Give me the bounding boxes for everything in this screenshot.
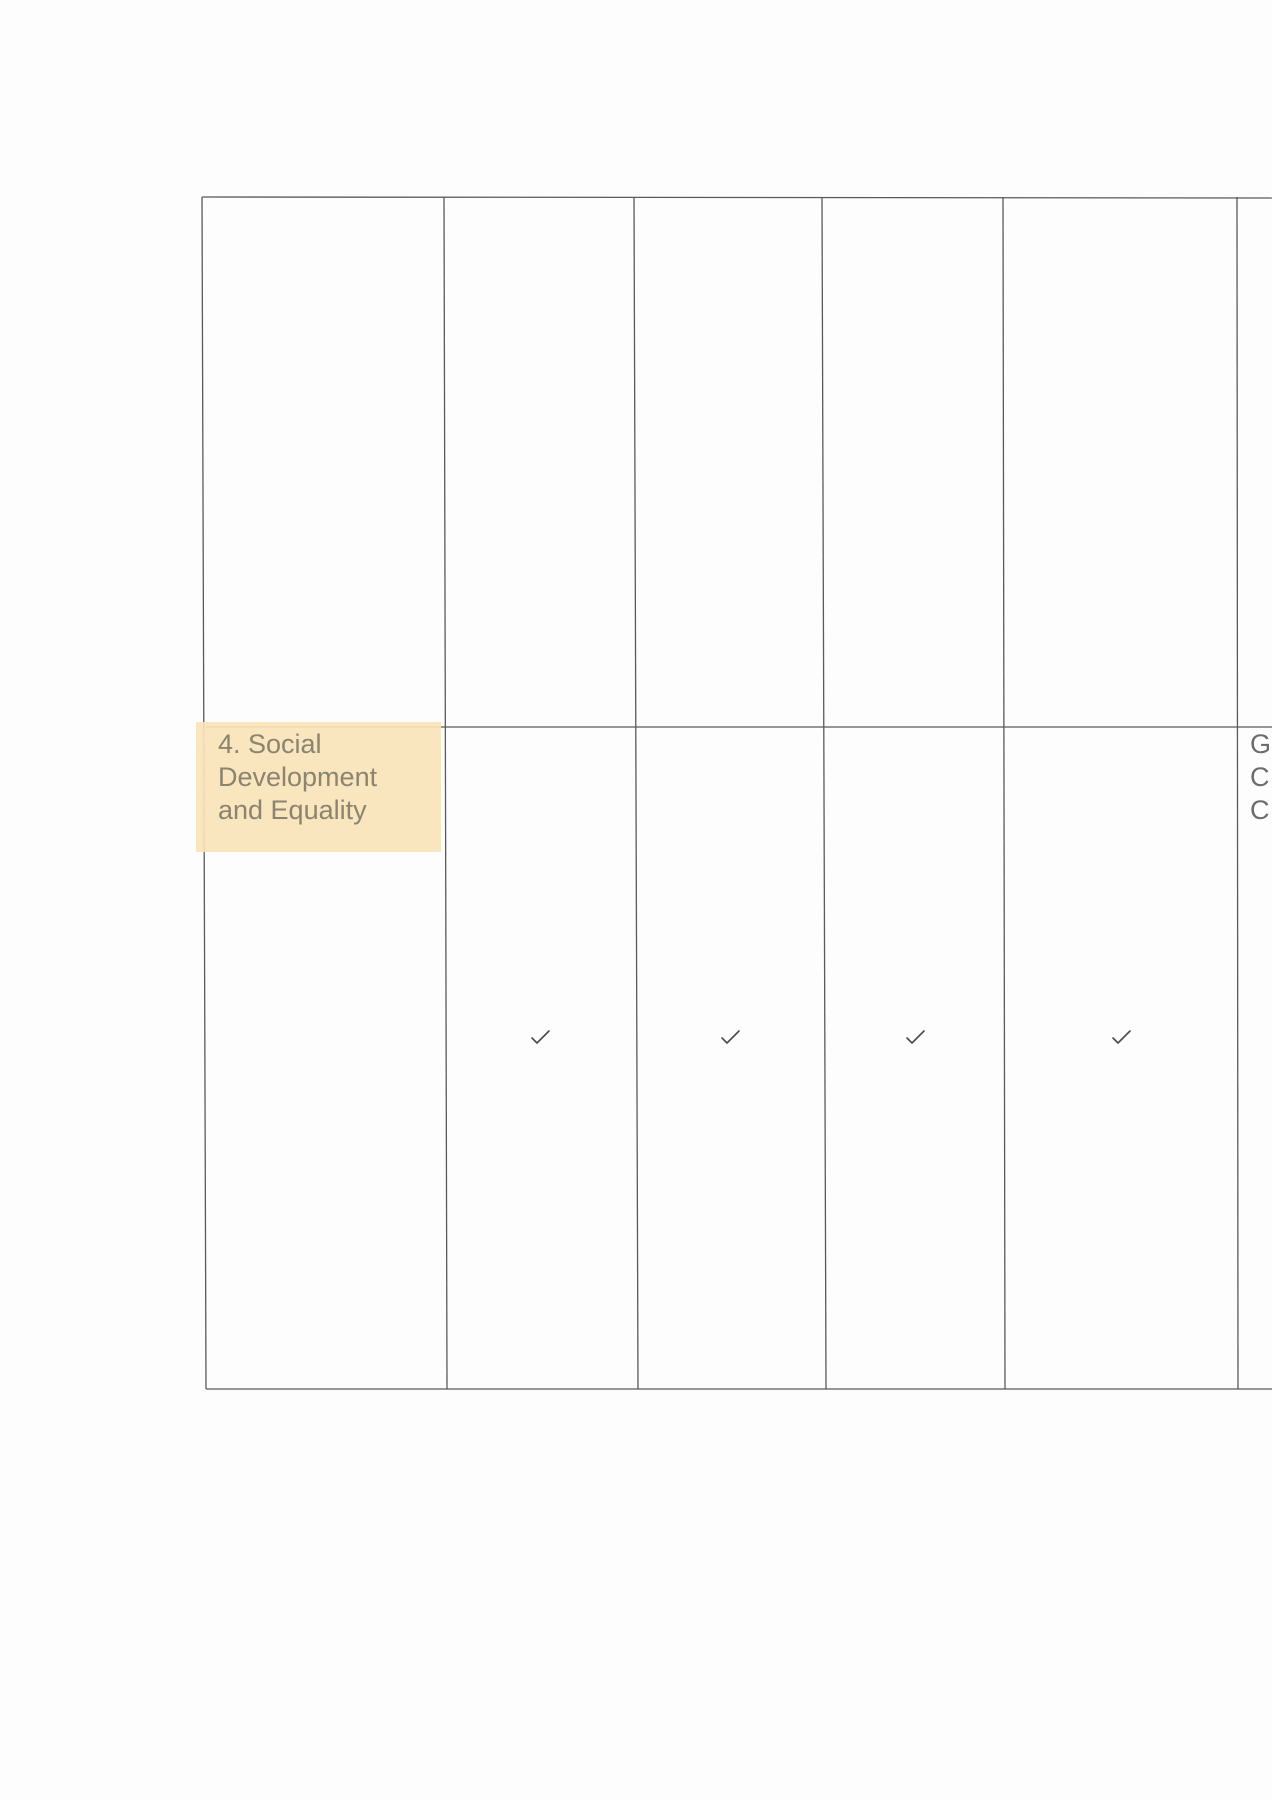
row-label-line-2: Development [218, 762, 378, 792]
table-column-line-1 [201, 196, 207, 1390]
table-column-line-5 [1002, 196, 1006, 1390]
table-column-line-4 [821, 196, 827, 1390]
clipped-column-text-line-1: G [1250, 729, 1272, 759]
row-label-line-3: and Equality [218, 795, 367, 825]
checkmark-icon [1110, 1025, 1134, 1049]
checkmark-icon [719, 1025, 743, 1049]
table-column-line-2 [443, 196, 448, 1390]
table-border-top [201, 196, 1272, 199]
clipped-column-text-line-3: C [1250, 795, 1270, 825]
table-column-line-3 [633, 196, 639, 1390]
table-column-line-6 [1236, 196, 1239, 1390]
clipped-column-text-line-2: C [1250, 762, 1270, 792]
clipped-column-text: G C C [1250, 728, 1271, 827]
row-label-line-1: 4. Social [218, 729, 322, 759]
row-label: 4. Social Development and Equality [218, 728, 428, 827]
checkmark-icon [904, 1025, 928, 1049]
checkmark-icon [529, 1025, 553, 1049]
